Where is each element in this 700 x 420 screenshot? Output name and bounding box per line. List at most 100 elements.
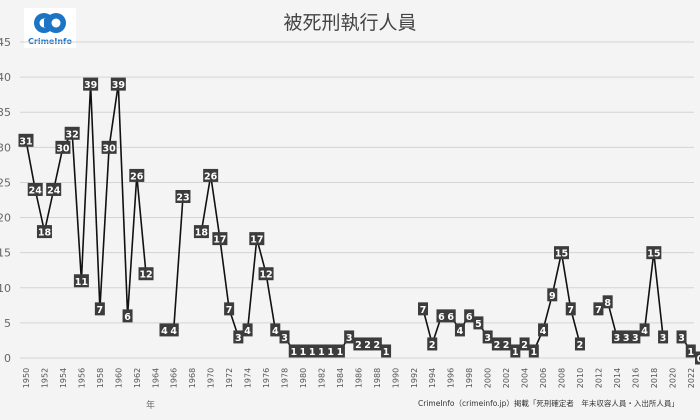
x-tick-label: 1996 [447,368,456,388]
data-label: 7 [420,305,427,316]
data-point-marker [258,267,274,281]
data-label: 1 [300,347,307,358]
data-point-marker [334,344,345,358]
data-point-marker [18,133,34,147]
data-label: 0 [697,354,700,365]
data-label: 26 [204,171,218,182]
data-label: 17 [250,235,263,246]
data-label: 2 [429,340,436,351]
data-label: 12 [139,270,152,281]
data-point-marker [270,323,281,337]
data-point-marker [64,126,80,140]
x-tick-label: 1994 [428,368,437,388]
data-point-marker [554,246,570,260]
data-label: 23 [176,192,189,203]
data-label: 24 [47,185,61,196]
data-point-marker [381,344,392,358]
y-tick-label: 45 [0,36,11,49]
data-point-marker [519,337,530,351]
data-point-marker [307,344,318,358]
x-tick-label: 2012 [594,368,603,388]
data-label: 30 [56,143,70,154]
data-label: 4 [244,326,251,337]
data-label: 7 [595,305,602,316]
x-tick-label: 1956 [77,368,86,388]
data-label: 4 [457,326,464,337]
x-tick-label: 2000 [484,368,493,388]
data-point-marker [73,274,89,288]
data-label: 3 [678,333,685,344]
data-point-marker [464,309,475,323]
series-line [25,83,147,317]
data-point-marker [646,246,662,260]
data-label: 1 [318,347,325,358]
data-label: 4 [170,326,177,337]
x-tick-label: 1954 [59,368,68,388]
data-point-marker [175,189,191,203]
data-point-marker [658,330,669,344]
series-line [200,174,387,352]
x-tick-label: 2020 [668,368,677,388]
data-point-marker [203,168,219,182]
data-point-marker [528,344,539,358]
data-label: 30 [102,143,116,154]
data-point-marker [630,330,641,344]
data-label: 6 [438,312,445,323]
data-label: 39 [112,80,125,91]
data-point-marker [46,182,62,196]
data-label: 1 [530,347,537,358]
data-point-marker [212,232,228,246]
x-tick-label: 2016 [631,368,640,388]
data-label: 3 [235,333,242,344]
data-label: 11 [75,277,88,288]
data-point-marker [547,288,558,302]
x-tick-label: 1972 [225,368,234,388]
logo-icon [34,13,66,33]
data-point-marker [55,140,71,154]
data-label: 8 [604,298,611,309]
data-point-marker [27,182,43,196]
data-label: 1 [327,347,334,358]
series-line [597,251,664,338]
data-label: 32 [66,129,79,140]
data-label: 39 [84,80,97,91]
data-point-marker [168,323,179,337]
x-tick-label: 1960 [114,368,123,388]
data-point-marker [371,337,382,351]
data-label: 1 [309,347,316,358]
data-point-marker [316,344,327,358]
data-point-marker [101,140,117,154]
x-tick-label: 2010 [576,368,585,388]
data-label: 2 [577,340,584,351]
y-tick-label: 20 [0,212,11,225]
y-tick-label: 0 [4,352,11,365]
data-point-marker [279,330,290,344]
data-label: 18 [38,228,52,239]
data-point-marker [454,323,465,337]
x-tick-label: 2022 [687,368,696,388]
data-label: 1 [337,347,344,358]
data-label: 4 [641,326,648,337]
data-label: 7 [226,305,233,316]
data-point-marker [138,267,154,281]
x-tick-label: 1976 [262,368,271,388]
data-point-marker [593,302,604,316]
data-point-marker [344,330,355,344]
data-label: 12 [259,270,272,281]
data-point-marker [224,302,235,316]
x-tick-label: 1950 [22,368,31,388]
data-label: 3 [623,333,630,344]
series-line [422,251,581,352]
x-tick-label: 1988 [373,368,382,388]
x-tick-label: 1952 [40,368,49,388]
data-label: 2 [521,340,528,351]
data-point-marker [36,225,52,239]
data-label: 5 [475,319,482,330]
data-label: 2 [364,340,371,351]
data-label: 1 [383,347,390,358]
data-label: 3 [614,333,621,344]
data-point-marker [94,302,105,316]
x-tick-label: 1966 [170,368,179,388]
data-label: 24 [29,185,43,196]
